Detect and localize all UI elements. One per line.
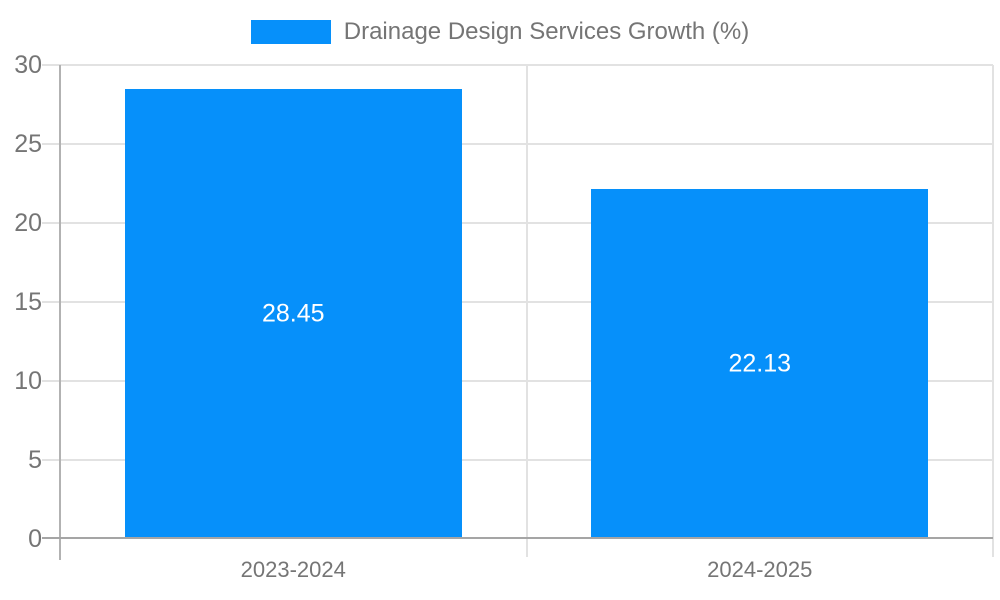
y-axis-tick-label: 10: [14, 366, 42, 395]
legend-label: Drainage Design Services Growth (%): [343, 18, 750, 45]
category-separator-line: [525, 65, 528, 557]
legend-swatch-icon: [250, 20, 331, 44]
bar-value-label: 28.45: [261, 299, 325, 328]
y-axis-tick-label: 5: [28, 445, 42, 474]
gridline: [42, 301, 993, 303]
gridline: [42, 64, 993, 66]
y-axis-line: [59, 65, 61, 560]
gridline: [42, 459, 993, 461]
bar[interactable]: [591, 189, 929, 539]
gridline: [42, 222, 993, 224]
x-axis-category-label: 2023-2024: [240, 557, 346, 582]
y-axis-tick-label: 25: [14, 129, 42, 158]
plot-right-border-line: [992, 65, 994, 557]
bar[interactable]: [124, 89, 462, 539]
y-axis-tick-label: 15: [14, 287, 42, 316]
y-axis-tick-label: 30: [14, 50, 42, 79]
x-axis-category-label: 2024-2025: [707, 557, 813, 582]
y-axis-tick-label: 0: [28, 524, 42, 553]
y-axis-tick-label: 20: [14, 208, 42, 237]
plot-area: 0 5 10 15 20 25 30 28.45 2023-2024 22.13 2024-2025: [14, 51, 994, 582]
x-axis-baseline: [42, 537, 993, 539]
bar-value-label: 22.13: [728, 349, 792, 378]
legend: Drainage Design Services Growth (%): [0, 18, 1000, 46]
gridline: [42, 143, 993, 145]
gridline: [42, 380, 993, 382]
